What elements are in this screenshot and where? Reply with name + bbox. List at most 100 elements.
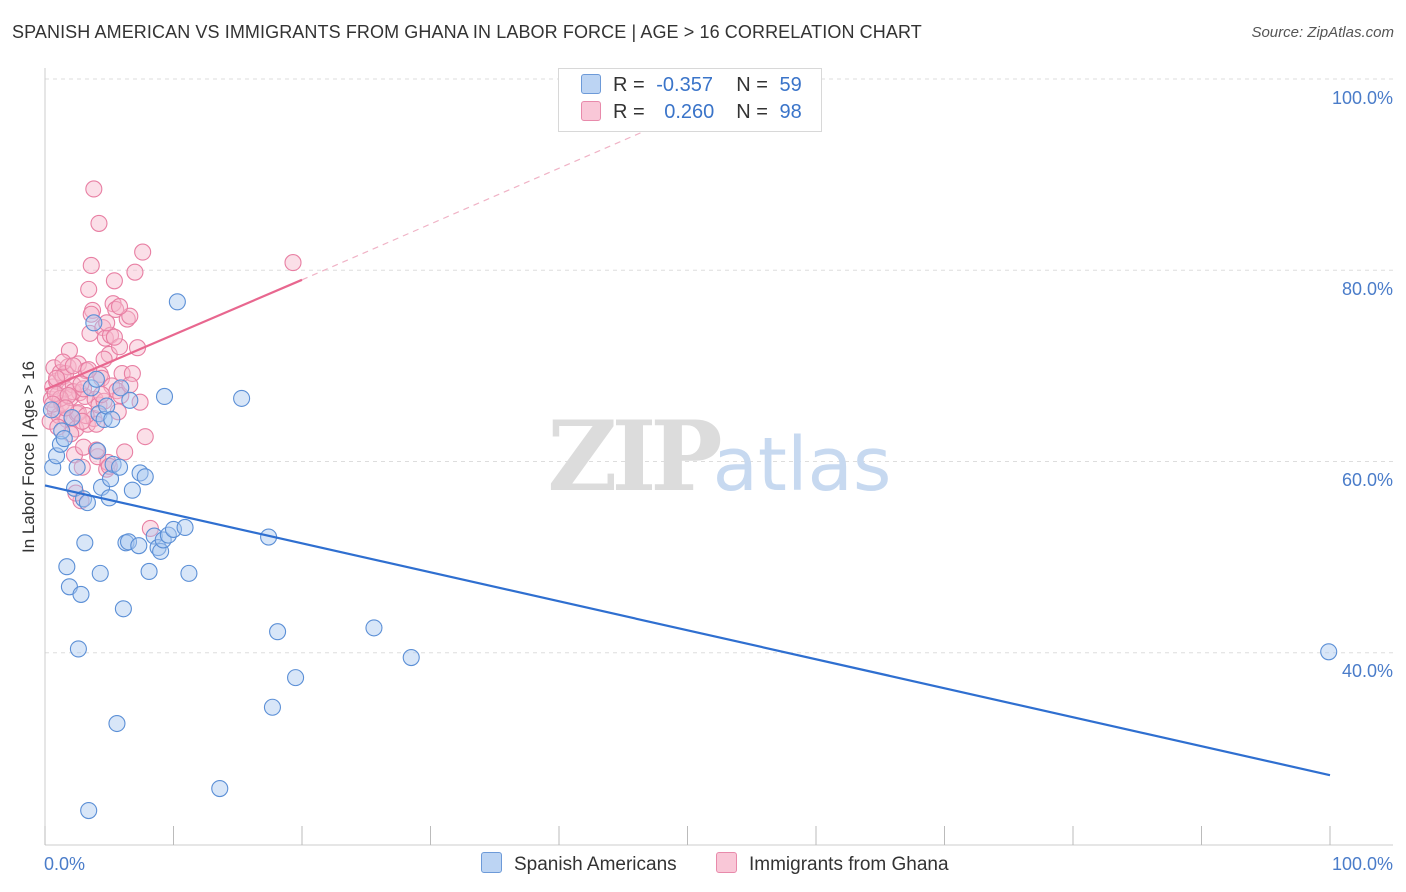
ghana-point: [44, 395, 62, 413]
n-label: N =: [736, 74, 768, 96]
spanish-point: [58, 558, 76, 576]
spanish-point: [176, 518, 194, 537]
spanish-point: [72, 585, 90, 603]
ghana-point: [87, 441, 105, 459]
ghana-point: [54, 353, 72, 371]
legend-item-immigrants-ghana: Immigrants from Ghana: [716, 852, 949, 876]
ghana-point: [73, 458, 91, 476]
ghana-point: [105, 328, 123, 346]
y-tick-label-100: 100.0%: [1332, 88, 1393, 108]
legend-label-ghana: Immigrants from Ghana: [749, 854, 949, 875]
ghana-trend-extension: [301, 111, 688, 281]
ghana-point: [126, 263, 144, 281]
ghana-point: [284, 254, 302, 272]
ghana-point: [73, 412, 91, 430]
spanish-point: [269, 623, 287, 641]
ghana-point: [82, 256, 100, 275]
spanish-point: [80, 801, 98, 820]
stats-legend-row-ghana: R = 0.260 N = 98: [581, 101, 802, 127]
ghana-point: [110, 298, 129, 316]
spanish-point: [85, 314, 103, 332]
ghana-point: [116, 443, 134, 461]
spanish-point: [82, 379, 100, 397]
n-value-ghana: 98: [779, 101, 802, 123]
source-credit: Source: ZipAtlas.com: [1251, 24, 1394, 41]
spanish-point: [89, 442, 107, 460]
spanish-point: [76, 534, 94, 552]
ghana-point: [59, 386, 77, 405]
stats-legend-row-spanish: R = -0.357 N = 59: [581, 74, 802, 100]
ghana-point: [131, 393, 149, 411]
r-value-ghana: 0.260: [664, 101, 715, 123]
ghana-point: [136, 428, 154, 446]
y-tick-label-60: 60.0%: [1342, 470, 1393, 490]
pink-swatch-icon: [716, 852, 737, 873]
ghana-point: [90, 214, 108, 232]
spanish-point: [211, 779, 229, 798]
spanish-point: [110, 458, 129, 476]
ghana-trend-line: [44, 278, 303, 391]
spanish-point: [140, 562, 158, 581]
r-value-spanish: -0.357: [656, 74, 713, 96]
stats-legend: R = -0.357 N = 59 R = 0.260 N = 98: [558, 68, 822, 132]
trend-lines: [44, 111, 1331, 777]
r-label: R =: [613, 74, 645, 96]
blue-swatch-icon: [481, 852, 502, 873]
ghana-point: [98, 314, 116, 332]
spanish-point: [55, 429, 73, 448]
spanish-point: [154, 531, 172, 549]
spanish-point: [119, 533, 138, 551]
ghana-point: [57, 399, 75, 417]
ghana-point: [80, 280, 98, 298]
spanish-point: [180, 564, 198, 582]
spanish-point: [69, 640, 87, 658]
n-label: N =: [736, 101, 768, 123]
spanish-point: [114, 600, 132, 618]
spanish-point: [130, 537, 148, 555]
grid-lines: [45, 78, 1393, 654]
ghana-point: [85, 180, 103, 198]
x-tick-label-min: 0.0%: [44, 854, 85, 874]
chart-title: SPANISH AMERICAN VS IMMIGRANTS FROM GHAN…: [12, 22, 922, 42]
pink-swatch-icon: [581, 101, 601, 121]
ghana-point: [72, 375, 90, 393]
ghana-point: [78, 415, 96, 433]
spanish-point: [68, 458, 86, 476]
y-tick-label-40: 40.0%: [1342, 661, 1393, 681]
spanish-point: [101, 470, 120, 488]
legend-item-spanish-americans: Spanish Americans: [481, 852, 677, 876]
y-axis-label: In Labor Force | Age > 16: [19, 361, 38, 553]
spanish-point: [98, 397, 116, 415]
watermark-zip: ZIP: [547, 400, 720, 513]
spanish-point: [123, 481, 141, 499]
ghana-point: [89, 448, 107, 466]
r-label: R =: [613, 101, 645, 123]
spanish-point: [365, 619, 383, 637]
spanish-point: [233, 389, 251, 407]
axes: [44, 68, 1393, 846]
spanish-point: [263, 698, 281, 716]
blue-swatch-icon: [581, 74, 601, 94]
spanish-point: [91, 564, 109, 582]
spanish-trend-line: [44, 484, 1331, 777]
spanish-point: [155, 387, 174, 406]
watermark-atlas: atlas: [713, 422, 892, 508]
spanish-point: [121, 391, 139, 409]
watermark: ZIP atlas: [547, 400, 891, 513]
ghana-point: [118, 310, 136, 328]
ghana-point: [105, 272, 123, 290]
n-value-spanish: 59: [779, 74, 802, 96]
spanish-point: [1320, 643, 1338, 661]
ghana-point: [110, 338, 129, 356]
spanish-point: [87, 370, 105, 388]
spanish-point: [136, 468, 154, 486]
spanish-point: [63, 408, 81, 427]
spanish-point: [42, 401, 60, 419]
ghana-point: [134, 243, 152, 261]
ghana-point: [64, 357, 82, 375]
x-tick-label-max: 100.0%: [1332, 854, 1393, 874]
series-spanish-points: [42, 293, 1338, 820]
ghana-point: [96, 329, 114, 347]
spanish-point: [103, 410, 121, 428]
